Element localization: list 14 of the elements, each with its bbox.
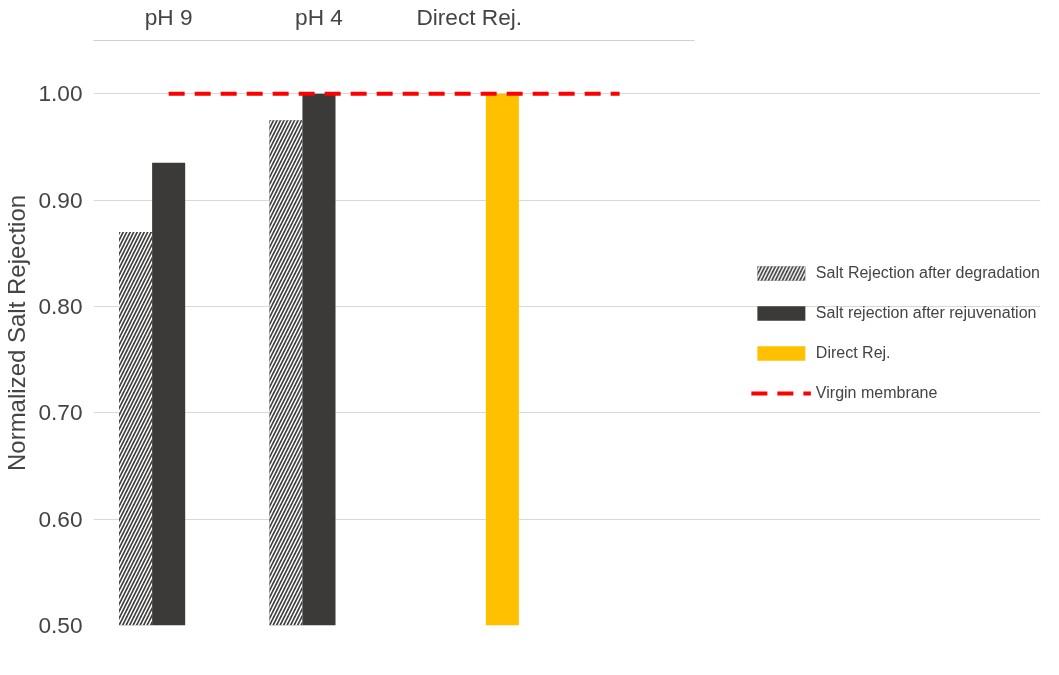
y-tick-label: 0.50 xyxy=(38,612,83,638)
y-axis-title: Normalized Salt Rejection xyxy=(3,194,31,472)
legend-label: Direct Rej. xyxy=(815,343,891,362)
y-tick-label: 0.70 xyxy=(38,399,83,426)
x-tick-label: pH 9 xyxy=(144,3,193,30)
y-tick-label: 0.90 xyxy=(38,186,83,213)
x-tick-label: pH 4 xyxy=(295,3,343,30)
legend-label: Salt Rejection after degradation xyxy=(815,263,1040,282)
legend-label: Salt rejection after rejuvenation xyxy=(815,303,1037,322)
x-tick-label: Direct Rej. xyxy=(416,3,523,30)
legend-label: Virgin membrane xyxy=(815,383,938,402)
y-tick-label: 1.00 xyxy=(38,80,83,107)
y-tick-label: 0.60 xyxy=(38,505,83,532)
y-tick-label: 0.80 xyxy=(38,292,83,319)
